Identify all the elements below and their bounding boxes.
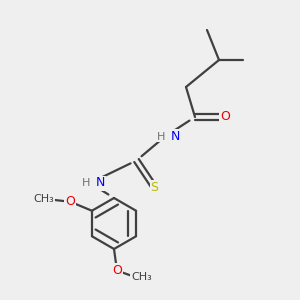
Text: H: H [157,131,165,142]
Text: H: H [82,178,90,188]
Text: O: O [65,195,75,208]
Text: CH₃: CH₃ [131,272,152,282]
Text: N: N [170,130,180,143]
Text: O: O [220,110,230,124]
Text: N: N [95,176,105,190]
Text: S: S [151,181,158,194]
Text: CH₃: CH₃ [34,194,55,204]
Text: O: O [112,264,122,277]
